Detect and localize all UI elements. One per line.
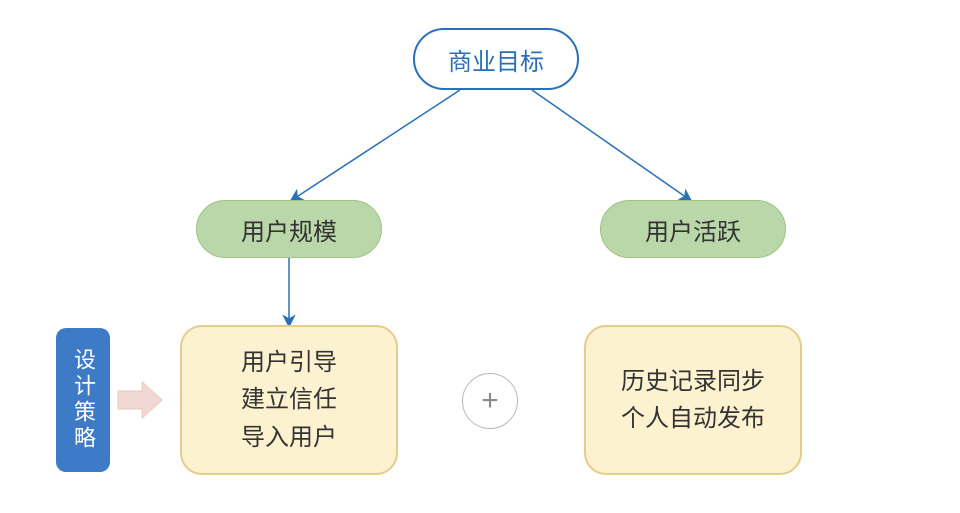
root-node: 商业目标 xyxy=(413,28,579,90)
left-leaf-label: 用户引导 建立信任 导入用户 xyxy=(241,344,337,456)
side-label-text: 设计策略 xyxy=(67,348,99,452)
left-mid-node: 用户规模 xyxy=(196,200,382,258)
root-label: 商业目标 xyxy=(448,42,544,77)
plus-icon: + xyxy=(481,384,499,418)
edge-root-left_mid xyxy=(292,90,460,200)
edge-root-right_mid xyxy=(532,90,690,200)
block-arrow-icon xyxy=(118,382,162,418)
right-leaf-node: 历史记录同步 个人自动发布 xyxy=(584,325,802,475)
left-mid-label: 用户规模 xyxy=(241,212,337,247)
plus-node: + xyxy=(462,373,518,429)
right-mid-label: 用户活跃 xyxy=(645,212,741,247)
side-label-node: 设计策略 xyxy=(56,328,110,472)
right-mid-node: 用户活跃 xyxy=(600,200,786,258)
left-leaf-node: 用户引导 建立信任 导入用户 xyxy=(180,325,398,475)
right-leaf-label: 历史记录同步 个人自动发布 xyxy=(621,363,765,437)
